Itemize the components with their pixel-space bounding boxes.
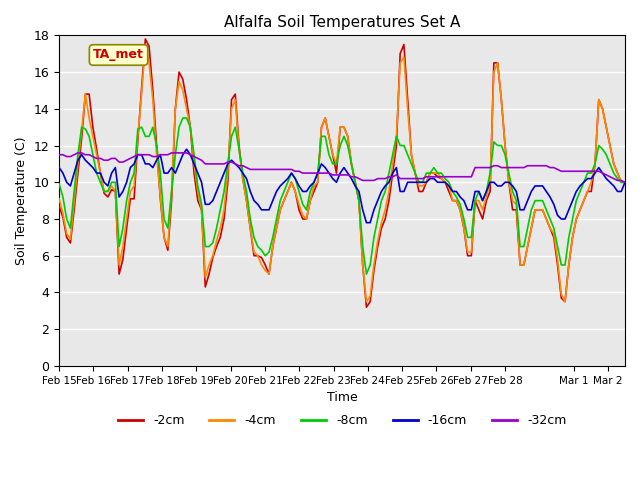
Y-axis label: Soil Temperature (C): Soil Temperature (C) xyxy=(15,136,28,265)
Text: TA_met: TA_met xyxy=(93,48,144,61)
Title: Alfalfa Soil Temperatures Set A: Alfalfa Soil Temperatures Set A xyxy=(224,15,460,30)
X-axis label: Time: Time xyxy=(326,391,358,404)
Legend: -2cm, -4cm, -8cm, -16cm, -32cm: -2cm, -4cm, -8cm, -16cm, -32cm xyxy=(113,409,572,432)
